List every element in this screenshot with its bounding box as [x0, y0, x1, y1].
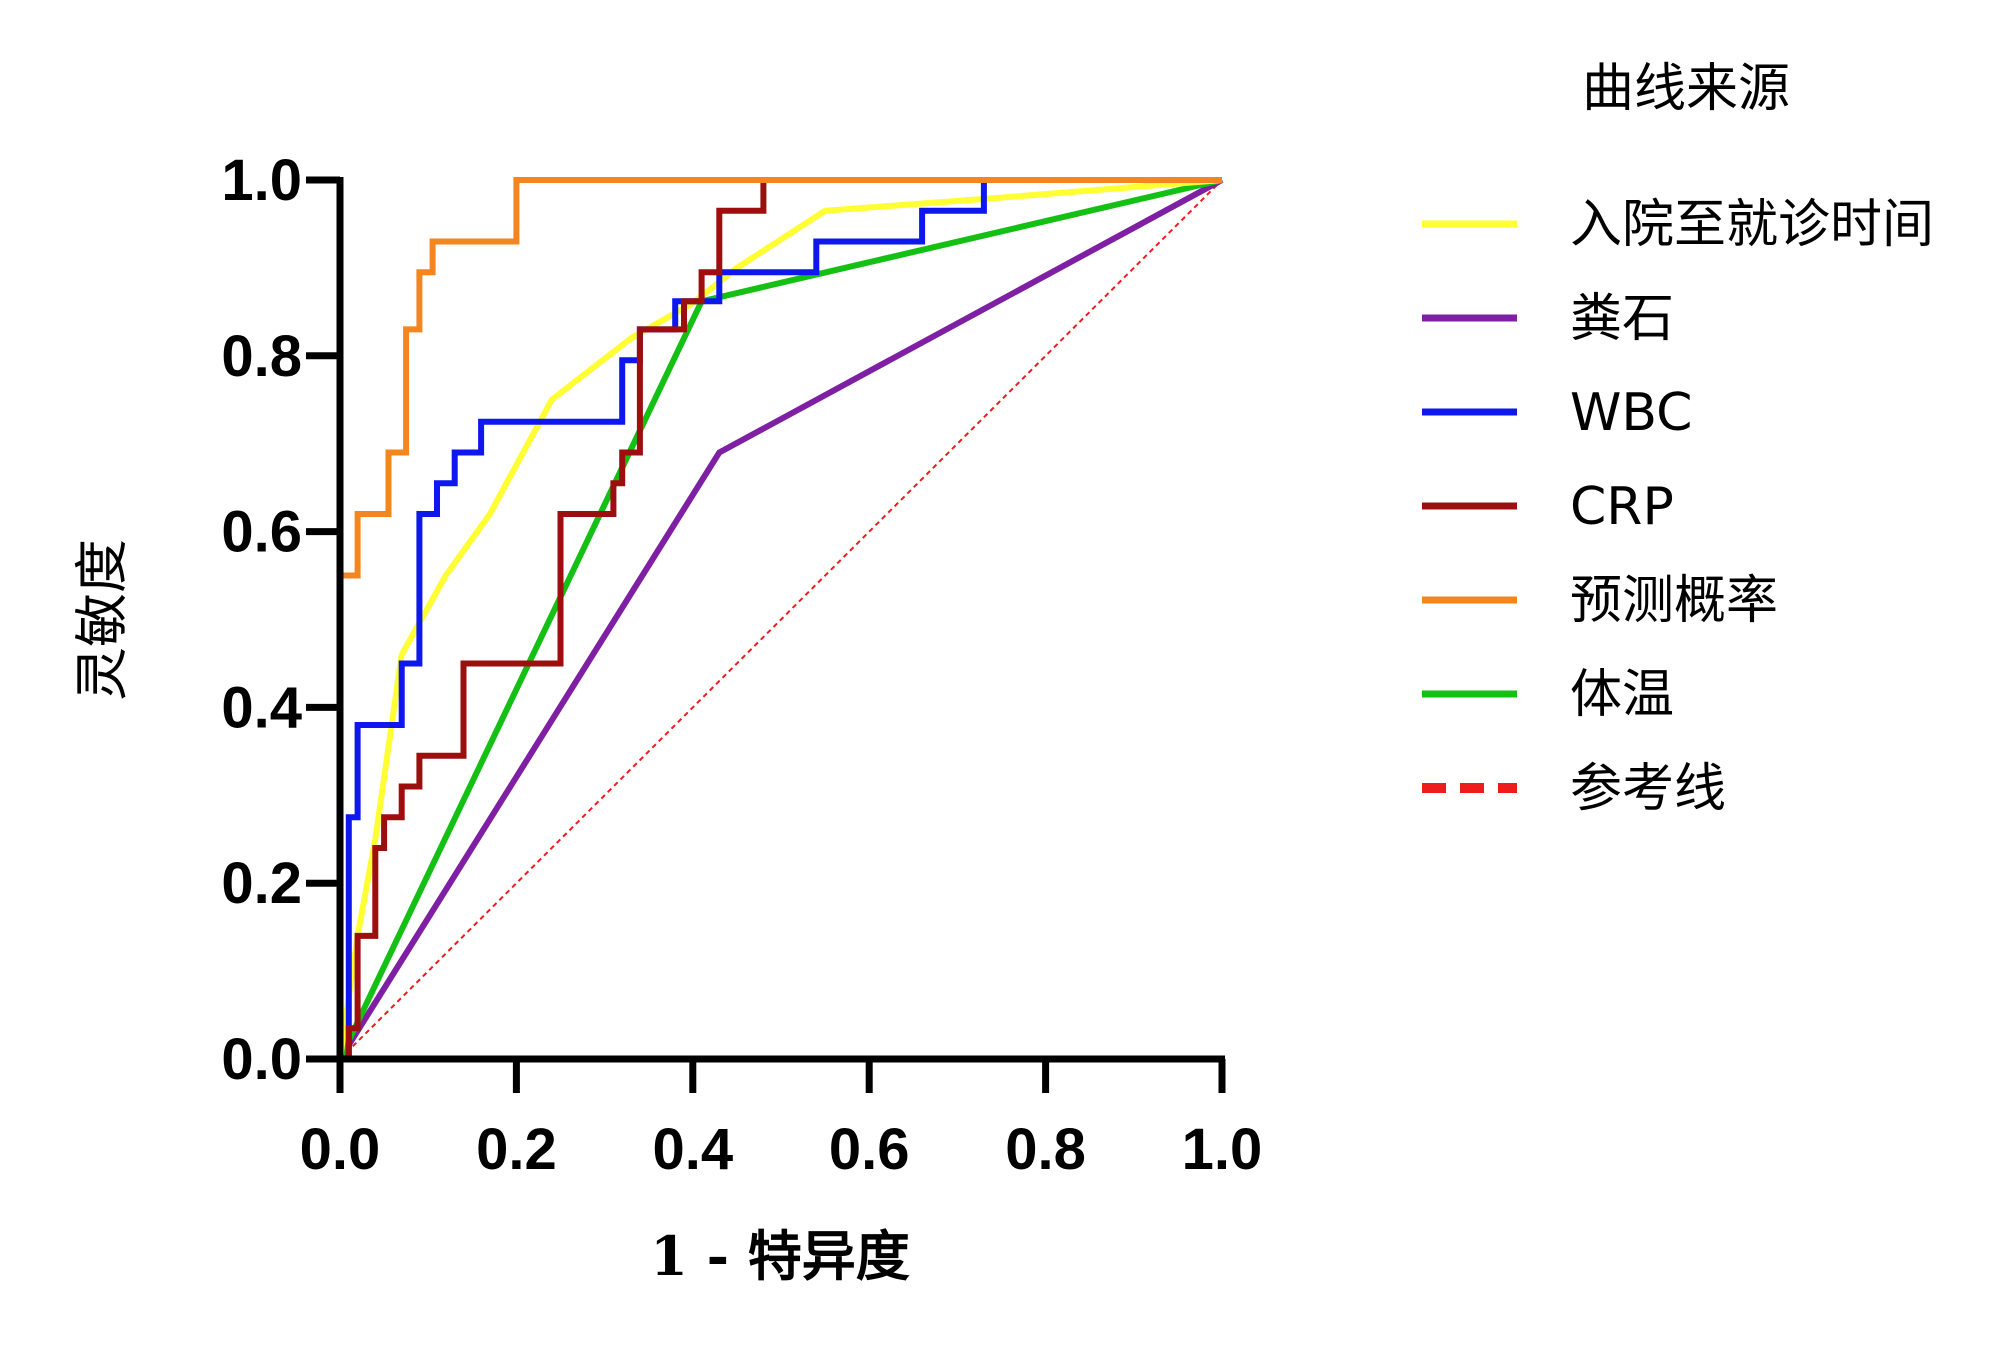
y-tick-label: 1.0: [221, 148, 302, 213]
series-line-1: [337, 177, 1224, 1061]
y-axis-title: 灵敏度: [71, 539, 134, 701]
series-line-4: [337, 177, 1222, 1059]
ticks: 0.0 0.2 0.4 0.6 0.8 1.0 0.0 0.2 0.4 0.6 0.8 1.0: [221, 148, 1262, 1182]
y-tick-label: 0.2: [221, 851, 302, 916]
legend-label-3: CRP: [1570, 477, 1674, 537]
plot-curves: [337, 177, 1224, 1062]
y-tick-label: 0.0: [221, 1027, 302, 1092]
legend-label-0: 入院至就诊时间: [1570, 195, 1934, 255]
series-line-2: [340, 177, 1222, 1062]
legend-label-6: 参考线: [1570, 759, 1726, 819]
y-tick-label: 0.4: [221, 675, 302, 740]
legend-label-4: 预测概率: [1570, 571, 1778, 631]
x-tick-label: 1.0: [1182, 1117, 1263, 1182]
x-tick-label: 0.4: [652, 1117, 733, 1182]
x-axis-title: 1 - 特异度: [650, 1224, 910, 1288]
y-tick-label: 0.8: [221, 324, 302, 389]
x-tick-label: 0.2: [476, 1117, 557, 1182]
axes: [336, 177, 1225, 1063]
series-line-0: [337, 177, 1223, 1060]
legend-title: 曲线来源: [1582, 59, 1790, 119]
x-tick-label: 0.8: [1005, 1117, 1086, 1182]
series-line-6: [339, 179, 1223, 1060]
legend-label-2: WBC: [1570, 383, 1692, 443]
legend-label-5: 体温: [1570, 665, 1674, 725]
y-tick-label: 0.6: [221, 500, 302, 565]
x-tick-label: 0.6: [829, 1117, 910, 1182]
series-line-3: [340, 177, 1222, 1062]
legend-label-1: 粪石: [1570, 289, 1674, 349]
x-tick-label: 0.0: [300, 1117, 381, 1182]
